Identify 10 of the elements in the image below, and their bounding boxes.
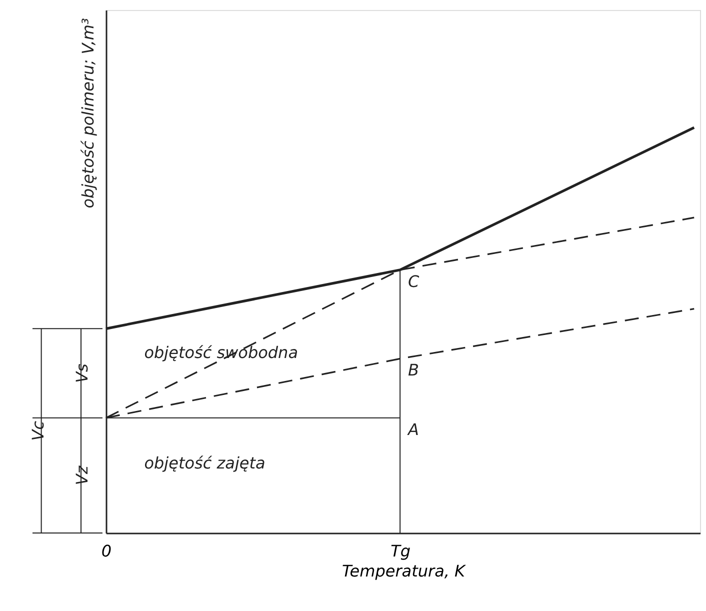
y-axis-title: objętość polimeru; V,m³ xyxy=(78,18,98,208)
x-axis-title: Temperatura, K xyxy=(342,562,467,580)
annotation: objętość zajęta xyxy=(144,453,266,472)
annotation: A xyxy=(407,420,420,439)
annotation: C xyxy=(408,272,420,291)
x-tick-label: Tg xyxy=(390,542,411,560)
annotation: objętość swobodna xyxy=(144,342,298,362)
annotation: B xyxy=(408,360,420,380)
text: Vc xyxy=(28,420,48,441)
x-tick-label: 0 xyxy=(101,542,112,560)
